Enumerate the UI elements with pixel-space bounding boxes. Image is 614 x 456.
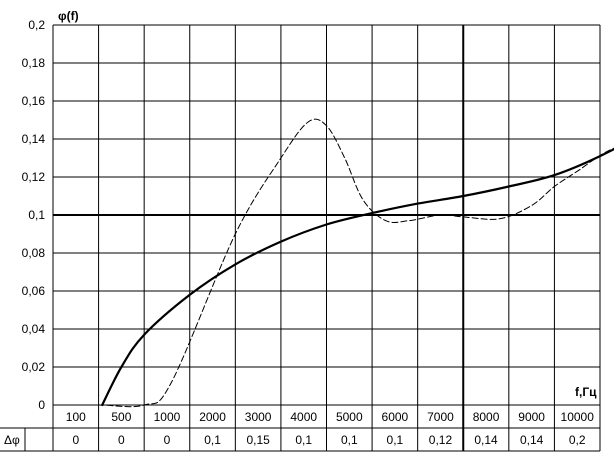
table-value: 0,1 [341, 433, 358, 447]
y-tick-label: 0,02 [22, 360, 46, 374]
x-tick-label: 10000 [561, 410, 595, 424]
series-lines [52, 118, 614, 408]
y-tick-label: 0,06 [22, 284, 46, 298]
x-tick-label: 6000 [382, 410, 409, 424]
table-value: 0,15 [246, 433, 270, 447]
y-tick-label: 0,18 [22, 56, 46, 70]
series-line-dashed [52, 118, 614, 408]
table-value: 0 [118, 433, 125, 447]
y-tick-label: 0,16 [22, 94, 46, 108]
table-row-label: Δφ [4, 433, 20, 447]
x-tick-label: 4000 [290, 410, 317, 424]
y-tick-label: 0,12 [22, 170, 46, 184]
series-line-solid [101, 147, 614, 407]
grid [0, 24, 601, 452]
data-table: 100 500 1000 2000 3000 4000 5000 6000 7000 8000 90… [4, 410, 594, 447]
x-tick-label: 7000 [427, 410, 454, 424]
y-tick-label: 0,2 [28, 18, 45, 32]
x-tick-label: 1000 [154, 410, 181, 424]
x-tick-label: 9000 [518, 410, 545, 424]
y-tick-label: 0,08 [22, 246, 46, 260]
y-axis-label: φ(f) [58, 9, 79, 23]
table-value: 0,1 [204, 433, 221, 447]
table-value: 0,1 [387, 433, 404, 447]
table-value: 0,14 [520, 433, 544, 447]
table-value: 0 [72, 433, 79, 447]
x-axis-label: f,Гц [575, 385, 597, 399]
y-tick-label: 0 [38, 398, 45, 412]
y-tick-label: 0,1 [28, 208, 45, 222]
x-tick-label: 5000 [336, 410, 363, 424]
table-value: 0,14 [474, 433, 498, 447]
x-tick-label: 3000 [245, 410, 272, 424]
x-tick-label: 500 [111, 410, 131, 424]
y-tick-labels: 0 0,02 0,04 0,06 0,08 0,1 0,12 0,14 0,16 0,18 0,2 [22, 18, 46, 412]
y-tick-label: 0,04 [22, 322, 46, 336]
table-value: 0,12 [429, 433, 453, 447]
table-value: 0,1 [295, 433, 312, 447]
y-tick-label: 0,14 [22, 132, 46, 146]
x-tick-label: 2000 [199, 410, 226, 424]
x-tick-label: 100 [66, 410, 86, 424]
table-value: 0,2 [569, 433, 586, 447]
x-tick-label: 8000 [473, 410, 500, 424]
table-value: 0 [164, 433, 171, 447]
